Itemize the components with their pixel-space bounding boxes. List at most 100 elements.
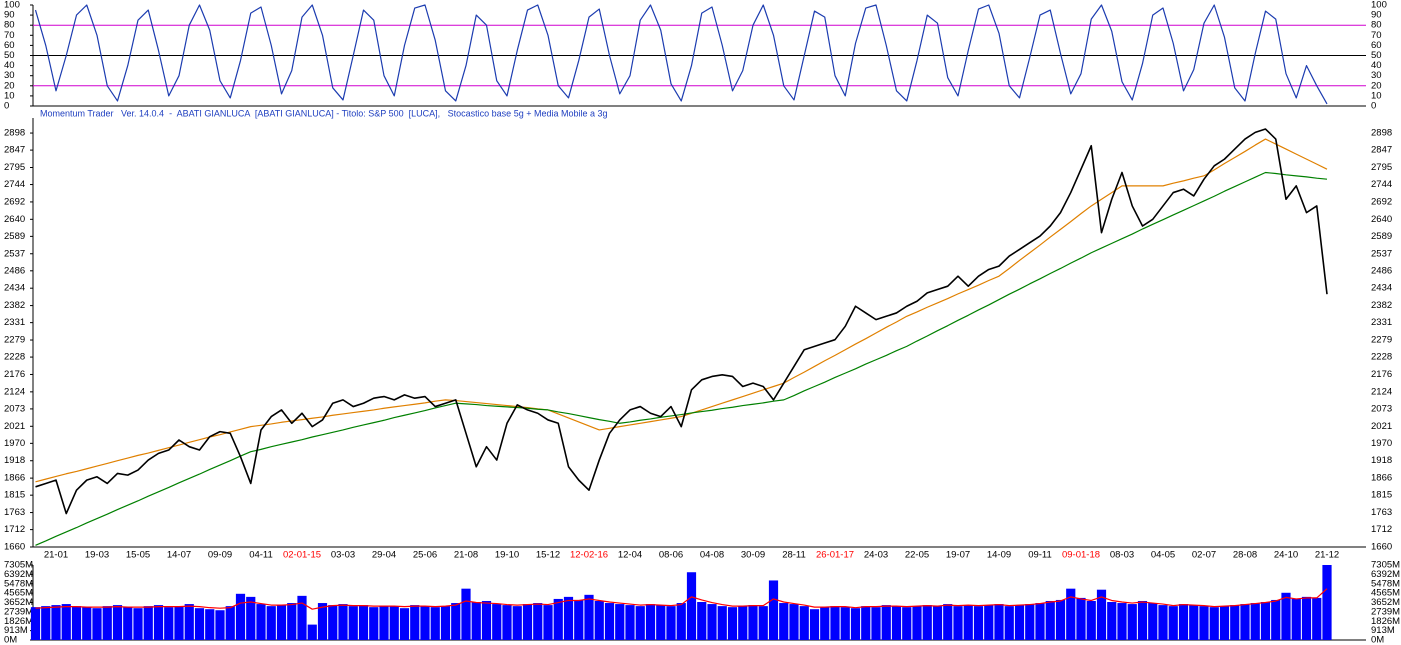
volume-bar <box>563 596 574 640</box>
volume-bar <box>1137 600 1148 640</box>
y-tick-label-right: 2073 <box>1371 403 1392 414</box>
volume-bar <box>215 610 225 640</box>
volume-bar <box>922 605 932 640</box>
y-tick-label-right: 40 <box>1371 60 1382 71</box>
volume-bar <box>635 606 645 640</box>
volume-bar <box>615 604 625 640</box>
y-tick-label-right: 70 <box>1371 30 1382 41</box>
y-tick-label: 80 <box>4 20 15 31</box>
volume-bar <box>543 605 553 640</box>
y-tick-label-right: 100 <box>1371 0 1387 11</box>
volume-bar <box>123 607 133 640</box>
volume-bar <box>348 606 358 640</box>
volume-bar <box>779 603 789 640</box>
x-tick-label: 04-05 <box>1151 550 1175 561</box>
x-tick-label: 21-01 <box>44 550 68 561</box>
y-tick-label: 100 <box>4 0 20 11</box>
y-tick-label-right: 1763 <box>1371 507 1392 518</box>
volume-bar <box>102 606 112 640</box>
volume-bar <box>1322 565 1332 640</box>
volume-bar <box>1209 607 1219 640</box>
y-tick-label: 7305M <box>4 560 33 571</box>
volume-bar <box>912 606 922 640</box>
y-tick-label-right: 2382 <box>1371 300 1392 311</box>
y-tick-label: 2537 <box>4 248 25 259</box>
series-line <box>35 171 1328 546</box>
y-tick-label: 2589 <box>4 231 25 242</box>
volume-bar <box>840 607 850 640</box>
volume-bar <box>666 606 676 640</box>
volume-bar <box>287 603 297 640</box>
y-tick-label-right: 1712 <box>1371 524 1392 535</box>
y-tick-label-right: 90 <box>1371 10 1382 21</box>
volume-bar <box>71 606 82 640</box>
y-tick-label-right: 1826M <box>1371 616 1400 627</box>
y-tick-label: 1815 <box>4 490 25 501</box>
volume-bar <box>194 608 205 640</box>
volume-bar <box>799 606 809 640</box>
volume-bar <box>984 605 994 640</box>
y-tick-label: 1826M <box>4 616 33 627</box>
volume-bar <box>850 608 861 640</box>
x-tick-label: 08-06 <box>659 550 683 561</box>
volume-bar <box>789 604 799 640</box>
x-tick-label: 28-08 <box>1233 550 1257 561</box>
volume-bar <box>707 604 717 640</box>
y-tick-label-right: 2795 <box>1371 162 1392 173</box>
volume-bar <box>328 605 338 640</box>
volume-bar <box>1271 599 1281 640</box>
y-tick-label-right: 2640 <box>1371 214 1392 225</box>
y-tick-label-right: 20 <box>1371 80 1382 91</box>
x-tick-label: 19-03 <box>85 550 109 561</box>
y-tick-label-right: 2228 <box>1371 352 1392 363</box>
volume-bar <box>1004 606 1014 640</box>
y-tick-label-right: 2537 <box>1371 248 1392 259</box>
volume-bar <box>902 607 912 640</box>
y-tick-label: 2331 <box>4 317 25 328</box>
y-tick-label: 90 <box>4 10 15 21</box>
x-tick-label: 03-03 <box>331 550 355 561</box>
y-tick-label: 60 <box>4 40 15 51</box>
series-line <box>35 138 1328 483</box>
volume-bar <box>594 600 604 640</box>
volume-bar <box>492 604 502 640</box>
y-tick-label: 913M <box>4 625 28 636</box>
volume-bar <box>1148 603 1158 640</box>
x-tick-label: 08-03 <box>1110 550 1134 561</box>
x-tick-label: 19-10 <box>495 550 519 561</box>
y-tick-label-right: 7305M <box>1371 560 1400 571</box>
volume-bar <box>574 599 584 640</box>
volume-bar <box>871 607 881 640</box>
y-tick-label: 2228 <box>4 352 25 363</box>
y-tick-label-right: 2176 <box>1371 369 1392 380</box>
y-tick-label: 1763 <box>4 507 25 518</box>
volume-bar <box>379 606 389 640</box>
x-tick-label: 25-06 <box>413 550 437 561</box>
y-tick-label: 2847 <box>4 145 25 156</box>
y-tick-label: 2021 <box>4 421 25 432</box>
y-tick-label: 1970 <box>4 438 25 449</box>
volume-bar <box>1168 606 1178 640</box>
y-tick-label-right: 913M <box>1371 625 1395 636</box>
y-tick-label-right: 1815 <box>1371 490 1392 501</box>
volume-bar <box>1260 602 1271 640</box>
y-tick-label: 0M <box>4 635 17 645</box>
volume-bar <box>143 606 153 640</box>
y-tick-label-right: 1660 <box>1371 542 1392 553</box>
y-tick-label-right: 2744 <box>1371 179 1392 190</box>
volume-bar <box>584 594 594 640</box>
x-tick-label: 12-04 <box>618 550 642 561</box>
y-tick-label: 70 <box>4 30 15 41</box>
volume-bar <box>522 604 533 640</box>
volume-bar <box>1312 597 1322 640</box>
volume-bar <box>410 605 420 640</box>
volume-bar <box>1291 598 1301 640</box>
volume-bar <box>645 604 656 640</box>
y-tick-label: 0 <box>4 101 9 112</box>
x-tick-label: 24-03 <box>864 550 888 561</box>
y-tick-label-right: 0 <box>1371 101 1376 112</box>
volume-bar <box>1117 603 1127 640</box>
x-tick-label: 09-11 <box>1028 550 1052 561</box>
volume-bar <box>205 609 215 640</box>
caption: Momentum Trader Ver. 14.0.4 - ABATI GIAN… <box>40 108 608 118</box>
